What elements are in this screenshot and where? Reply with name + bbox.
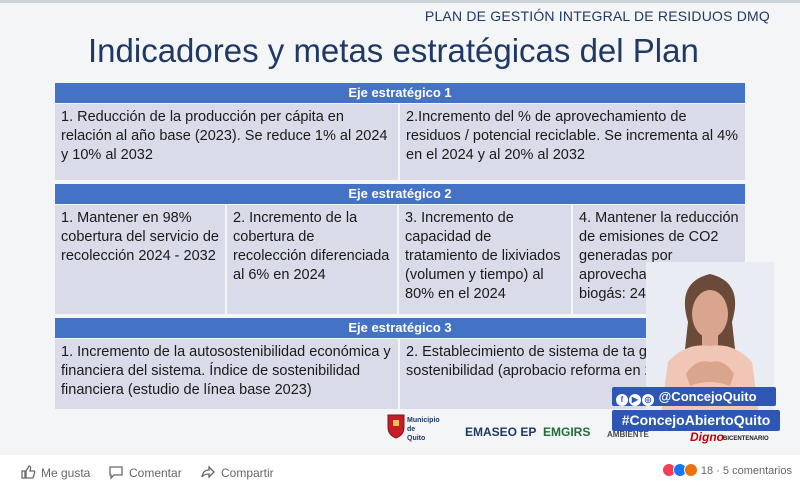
top-divider	[0, 0, 800, 3]
share-button[interactable]: Compartir	[200, 464, 274, 480]
eje-1-header: Eje estratégico 1	[55, 83, 745, 103]
video-frame[interactable]: PLAN DE GESTIÓN INTEGRAL DE RESIDUOS DMQ…	[0, 0, 800, 455]
emaseo-logo: EMASEO EP	[465, 425, 537, 439]
separator: ·	[716, 465, 720, 477]
thumbs-up-icon	[21, 465, 36, 479]
share-icon	[201, 465, 215, 479]
eje-1-goal-2: 2.Incremento del % de aprovechamiento de…	[400, 104, 745, 180]
angry-reaction-icon	[683, 463, 698, 477]
eje-3-header: Eje estratégico 3	[55, 318, 745, 338]
like-button[interactable]: Me gusta	[20, 464, 90, 480]
reaction-count: 18	[700, 465, 714, 477]
social-handle: @ConcejoQuito	[658, 389, 757, 404]
youtube-icon: ▶	[629, 394, 641, 406]
eje-2-header: Eje estratégico 2	[55, 184, 745, 204]
eje-1-goal-1: 1. Reducción de la producción per cápita…	[55, 104, 398, 180]
eje-2-goal-2: 2. Incremento de la cobertura de recolec…	[227, 205, 397, 314]
municipio-logo: Municipio de Quito	[385, 410, 440, 444]
eje-2-goal-1: 1. Mantener en 98% cobertura del servici…	[55, 205, 225, 314]
instagram-icon: ◎	[642, 394, 654, 406]
emgirs-logo: EMGIRS	[543, 425, 591, 439]
post-action-bar: Me gusta Comentar Compartir 18 · 5 comen…	[0, 455, 800, 488]
facebook-icon: f	[616, 394, 628, 406]
reactions-summary[interactable]: 18 · 5 comentarios	[661, 463, 792, 477]
plan-header: PLAN DE GESTIÓN INTEGRAL DE RESIDUOS DMQ	[424, 8, 770, 24]
hashtag-badge: #ConcejoAbiertoQuito	[612, 410, 780, 431]
digno-text: Digno	[690, 430, 724, 444]
comment-count[interactable]: 5 comentarios	[722, 465, 792, 477]
quito-shield-icon	[387, 414, 405, 439]
ambiente-logo: AMBIENTE	[607, 430, 649, 439]
comment-button[interactable]: Comentar	[108, 464, 182, 480]
comment-icon	[109, 466, 123, 480]
eje-3-goal-1: 1. Incremento de la autosostenibilidad e…	[55, 339, 398, 409]
slide-title: Indicadores y metas estratégicas del Pla…	[88, 32, 699, 69]
eje-2-goal-3: 3. Incremento de capacidad de tratamient…	[399, 205, 571, 314]
bicentenario-logo: BICENTENARIO	[723, 436, 769, 442]
social-handle-badge: f ▶ ◎ @ConcejoQuito	[612, 387, 776, 406]
